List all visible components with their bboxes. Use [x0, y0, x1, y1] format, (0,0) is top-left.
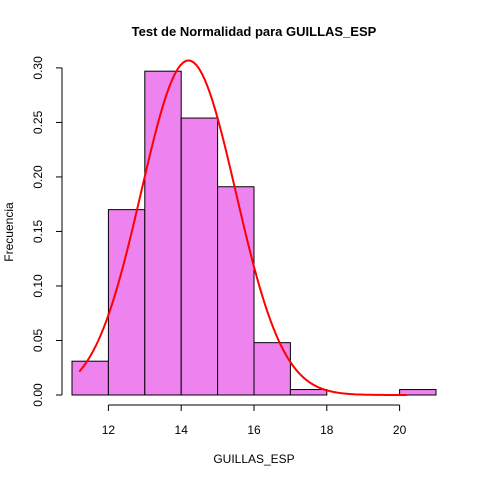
x-tick-label: 16: [247, 423, 261, 437]
histogram-bar: [107, 209, 146, 396]
chart-title: Test de Normalidad para GUILLAS_ESP: [132, 24, 377, 39]
histogram-bar: [144, 70, 182, 396]
y-axis-label: Frecuencia: [2, 202, 16, 262]
y-tick-label: 0.10: [31, 274, 45, 298]
y-tick-label: 0.05: [31, 328, 45, 352]
x-tick-label: 14: [175, 423, 189, 437]
y-axis: 0.00 0.05 0.10 0.15 0.20 0.25 0.30: [31, 56, 63, 407]
histogram-bar: [71, 360, 109, 396]
histogram-bars: [71, 70, 437, 396]
x-tick-label: 12: [102, 423, 116, 437]
histogram-bar: [289, 389, 328, 396]
y-tick-label: 0.15: [31, 219, 45, 243]
y-tick-label: 0.25: [31, 110, 45, 134]
histogram-bar: [217, 186, 255, 396]
x-tick-label: 20: [393, 423, 407, 437]
histogram-bar: [253, 342, 291, 396]
y-tick-label: 0.30: [31, 56, 45, 80]
y-tick-label: 0.20: [31, 165, 45, 189]
histogram-bar: [180, 117, 219, 396]
normal-curve: [78, 59, 407, 396]
x-axis: 12 14 16 18 20: [102, 404, 407, 437]
histogram-bar: [399, 389, 437, 396]
x-tick-label: 18: [320, 423, 334, 437]
x-axis-label: GUILLAS_ESP: [213, 452, 294, 466]
y-tick-label: 0.00: [31, 383, 45, 407]
